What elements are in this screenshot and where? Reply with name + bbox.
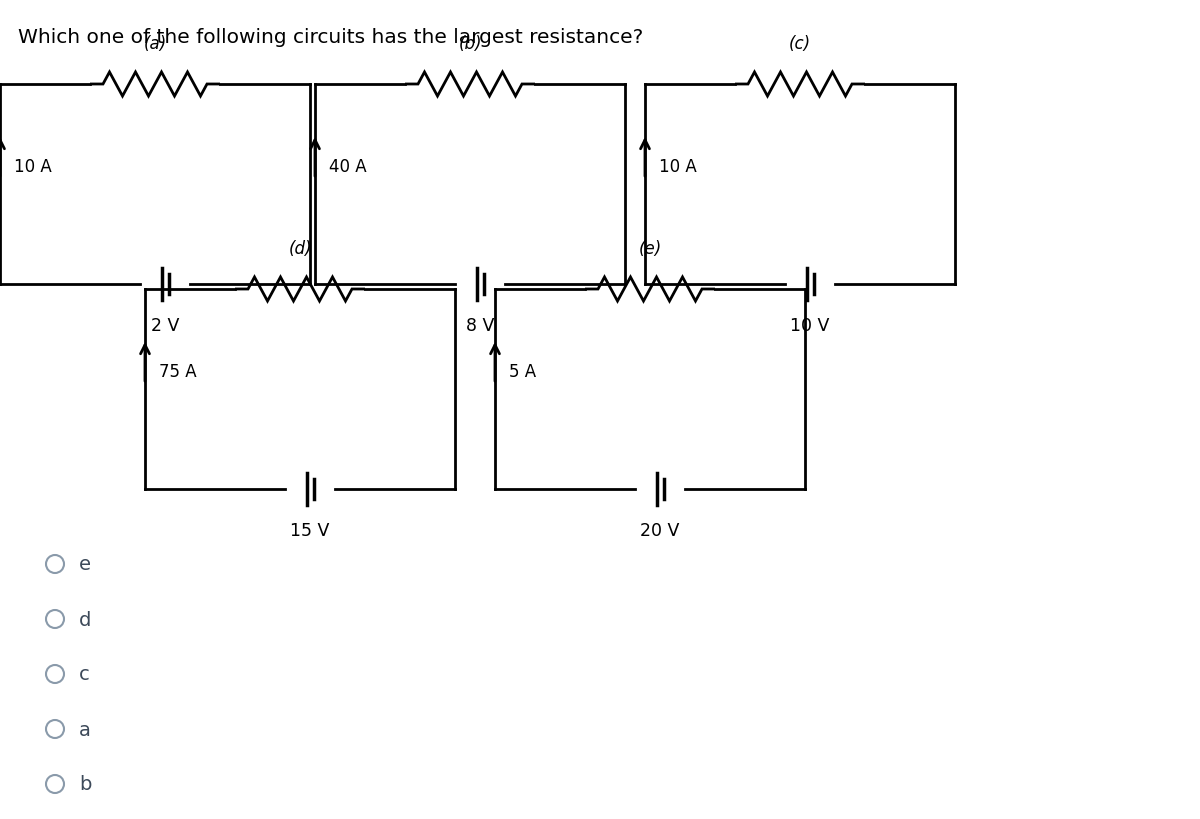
Text: c: c bbox=[79, 665, 90, 684]
Text: 10 A: 10 A bbox=[659, 158, 697, 176]
Text: e: e bbox=[79, 554, 91, 574]
Text: 15 V: 15 V bbox=[290, 522, 330, 540]
Text: 5 A: 5 A bbox=[509, 363, 536, 381]
Text: 10 V: 10 V bbox=[791, 317, 829, 335]
Text: 8 V: 8 V bbox=[466, 317, 494, 335]
Text: 20 V: 20 V bbox=[641, 522, 679, 540]
Text: 40 A: 40 A bbox=[329, 158, 367, 176]
Text: b: b bbox=[79, 775, 91, 794]
Text: 2 V: 2 V bbox=[151, 317, 179, 335]
Text: (c): (c) bbox=[788, 35, 811, 53]
Text: 10 A: 10 A bbox=[14, 158, 52, 176]
Text: (b): (b) bbox=[458, 35, 481, 53]
Text: (e): (e) bbox=[638, 240, 661, 258]
Text: 75 A: 75 A bbox=[158, 363, 197, 381]
Text: a: a bbox=[79, 720, 91, 739]
Text: (a): (a) bbox=[143, 35, 167, 53]
Text: (d): (d) bbox=[288, 240, 312, 258]
Text: d: d bbox=[79, 610, 91, 629]
Text: Which one of the following circuits has the largest resistance?: Which one of the following circuits has … bbox=[18, 28, 643, 47]
